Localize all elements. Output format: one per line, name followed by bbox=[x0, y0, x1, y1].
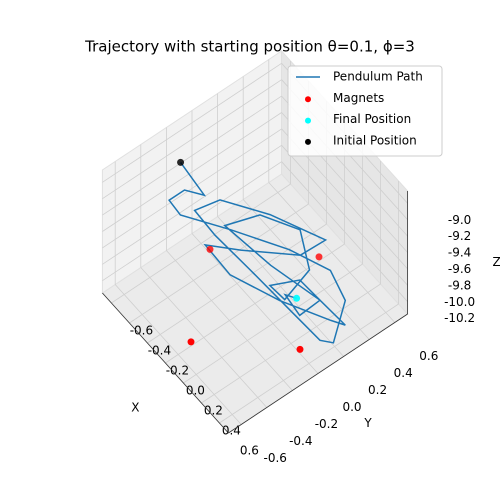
x-tick-label: 0.4 bbox=[222, 424, 241, 438]
y-tick-label: -0.4 bbox=[289, 434, 312, 448]
grid-line bbox=[102, 144, 282, 265]
legend-label: Initial Position bbox=[333, 133, 417, 147]
chart-title: Trajectory with starting position θ=0.1,… bbox=[84, 38, 415, 56]
legend-swatch bbox=[305, 96, 311, 103]
z-tick-label: -10.2 bbox=[444, 311, 475, 325]
y-axis-label: Y bbox=[363, 416, 372, 430]
grid-line bbox=[217, 216, 344, 357]
axis-line bbox=[228, 313, 408, 434]
x-tick-label: -0.4 bbox=[148, 344, 171, 358]
x-axis-label: X bbox=[131, 401, 139, 415]
grid-line bbox=[166, 250, 293, 391]
x-tick-label: 0.0 bbox=[186, 384, 205, 398]
point bbox=[293, 294, 301, 302]
y-tick-label: 0.2 bbox=[368, 383, 387, 397]
z-axis-label: Z bbox=[492, 255, 500, 269]
x-tick-label: 0.6 bbox=[240, 444, 259, 458]
z-tick-label: -10.0 bbox=[444, 295, 475, 309]
grid-line bbox=[140, 267, 268, 408]
legend-swatch bbox=[305, 138, 311, 145]
y-tick-label: -0.6 bbox=[263, 451, 286, 465]
grid-line bbox=[268, 182, 396, 323]
z-tick-label: -9.2 bbox=[448, 229, 471, 243]
y-tick-label: 0.0 bbox=[342, 400, 361, 414]
axis-line bbox=[102, 292, 229, 434]
z-tick-label: -9.6 bbox=[448, 262, 471, 276]
legend-label: Magnets bbox=[333, 91, 384, 105]
z-tick-label: -9.4 bbox=[448, 246, 471, 260]
legend-label: Final Position bbox=[333, 112, 411, 126]
grid-line bbox=[281, 161, 408, 302]
grid-line bbox=[102, 128, 282, 249]
y-tick-label: 0.6 bbox=[419, 349, 438, 363]
grid-line bbox=[102, 95, 282, 216]
grid-line bbox=[102, 161, 282, 282]
point bbox=[296, 345, 304, 353]
grid-line bbox=[102, 62, 282, 183]
z-tick-label: -9.8 bbox=[448, 278, 471, 292]
z-tick-label: -9.0 bbox=[448, 213, 471, 227]
x-tick-label: -0.2 bbox=[166, 364, 189, 378]
legend-label: Pendulum Path bbox=[333, 70, 423, 84]
grid-line bbox=[242, 199, 370, 340]
grid-line bbox=[114, 284, 242, 425]
x-tick-label: -0.6 bbox=[130, 324, 153, 338]
y-tick-label: 0.4 bbox=[394, 366, 413, 380]
point bbox=[206, 245, 214, 253]
point bbox=[177, 158, 185, 166]
legend-swatch bbox=[305, 117, 311, 124]
point bbox=[315, 253, 323, 261]
trajectory-line bbox=[168, 161, 347, 344]
legend-box bbox=[287, 65, 443, 157]
point bbox=[187, 338, 195, 346]
y-tick-label: -0.2 bbox=[315, 417, 338, 431]
grid-line bbox=[102, 112, 282, 232]
x-tick-label: 0.2 bbox=[204, 404, 223, 418]
grid-line bbox=[102, 79, 282, 200]
grid-line bbox=[281, 145, 408, 286]
